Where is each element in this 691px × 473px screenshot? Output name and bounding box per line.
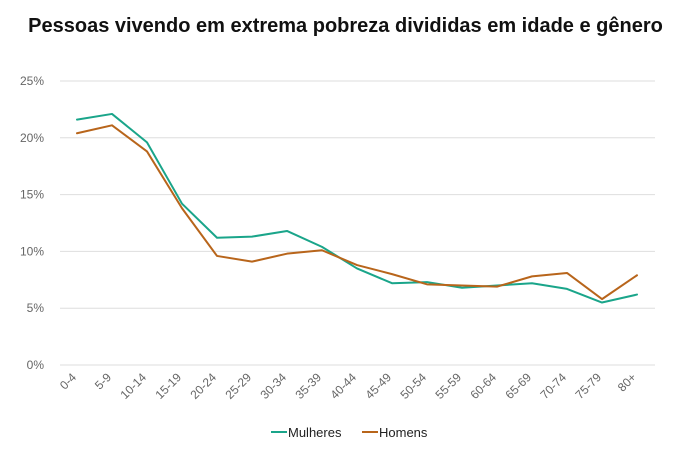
x-tick-label: 35-39	[293, 370, 325, 402]
legend: Mulheres Homens	[271, 425, 428, 440]
x-axis: 0-4 5-9 10-14 15-19 20-24 25-29 30-34 35-39 40-4…	[57, 370, 639, 402]
x-tick-label: 80+	[615, 370, 639, 394]
x-tick-label: 40-44	[328, 370, 360, 402]
x-tick-label: 10-14	[118, 370, 150, 402]
y-tick-label: 5%	[27, 301, 45, 315]
y-tick-label: 15%	[20, 188, 44, 202]
chart-title: Pessoas vivendo em extrema pobreza divid…	[28, 15, 663, 37]
x-tick-label: 5-9	[92, 370, 114, 392]
grid-lines	[60, 80, 655, 366]
y-tick-label: 25%	[20, 74, 44, 88]
series-lines	[76, 112, 638, 304]
x-tick-label: 60-64	[468, 370, 500, 402]
legend-label: Homens	[379, 425, 428, 440]
x-tick-label: 65-69	[503, 370, 535, 402]
x-tick-label: 20-24	[188, 370, 220, 402]
x-tick-label: 45-49	[363, 370, 395, 402]
y-tick-label: 20%	[20, 131, 44, 145]
x-tick-label: 55-59	[433, 370, 465, 402]
x-tick-label: 25-29	[223, 370, 255, 402]
x-tick-label: 75-79	[573, 370, 605, 402]
x-tick-label: 0-4	[57, 370, 79, 392]
x-tick-label: 30-34	[258, 370, 290, 402]
legend-label: Mulheres	[288, 425, 342, 440]
legend-item: Mulheres	[271, 425, 342, 440]
x-tick-label: 15-19	[153, 370, 185, 402]
series-line-mulheres	[76, 112, 638, 304]
x-tick-label: 70-74	[538, 370, 570, 402]
y-tick-label: 10%	[20, 244, 44, 258]
y-axis: 0% 5% 10% 15% 20% 25%	[20, 74, 44, 372]
series-line-homens	[76, 124, 638, 301]
legend-item: Homens	[362, 425, 428, 440]
y-tick-label: 0%	[27, 358, 45, 372]
x-tick-label: 50-54	[398, 370, 430, 402]
